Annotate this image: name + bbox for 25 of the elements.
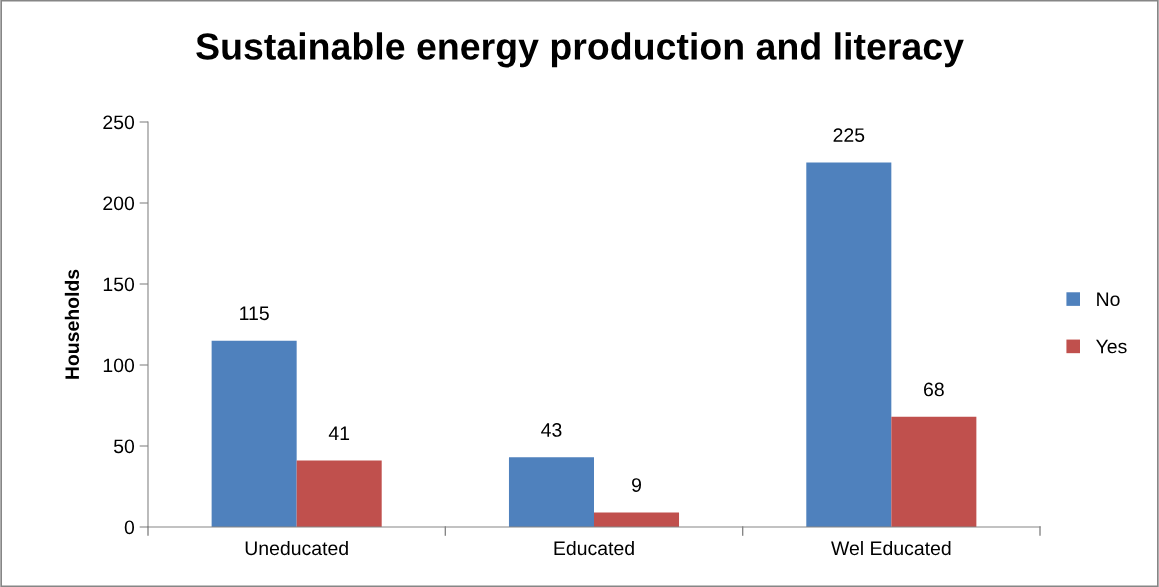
data-label: 9	[632, 478, 641, 492]
y-tick-label: 200	[103, 196, 135, 211]
bar	[594, 512, 680, 527]
x-tick-label: Educated	[554, 540, 634, 556]
data-label: 41	[328, 426, 350, 440]
bar	[296, 460, 382, 527]
bar	[508, 457, 594, 527]
chart-title: Sustainable energy production and literacy	[196, 32, 964, 68]
x-tick-label: Uneducated	[245, 540, 348, 556]
data-label: 43	[541, 423, 562, 437]
data-label: 68	[924, 382, 944, 397]
x-tick-label: Wel Educated	[831, 540, 951, 556]
y-tick-label: 50	[113, 439, 135, 454]
y-tick-label: 0	[124, 520, 135, 535]
y-axis-title: Households	[64, 269, 80, 379]
y-tick-label: 100	[103, 358, 135, 373]
data-label: 225	[833, 128, 865, 142]
legend-label: No	[1097, 292, 1120, 307]
y-tick-label: 150	[103, 277, 135, 292]
bar	[211, 340, 297, 527]
bar	[806, 162, 892, 527]
data-label: 115	[240, 306, 269, 321]
legend-label: Yes	[1096, 339, 1127, 354]
bar	[891, 416, 977, 527]
y-tick-label: 250	[103, 115, 135, 130]
